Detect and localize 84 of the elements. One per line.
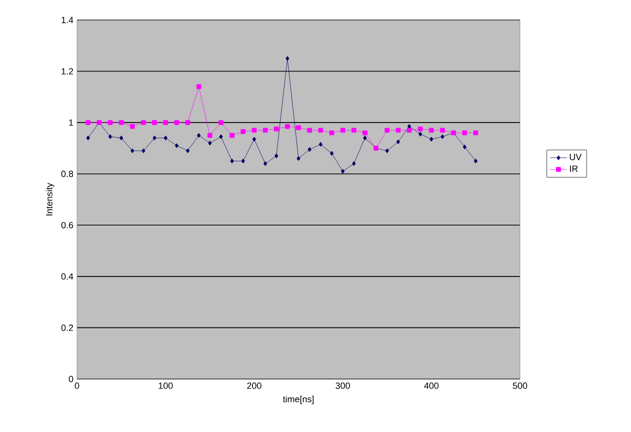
point: [218, 120, 224, 125]
point: [351, 128, 356, 133]
point: [185, 120, 190, 125]
point: [308, 147, 312, 152]
point: [252, 136, 256, 142]
point: [262, 128, 268, 133]
point: [440, 128, 445, 133]
y-tick-label: 0: [68, 376, 74, 382]
point: [296, 125, 301, 130]
point: [286, 56, 290, 61]
point: [285, 124, 290, 129]
point: [130, 148, 134, 154]
y-tick-label: 1.2: [62, 68, 74, 74]
legend-label: UV: [570, 154, 582, 160]
point: [352, 161, 356, 166]
point: [141, 120, 146, 125]
point: [440, 134, 444, 140]
point: [418, 126, 423, 132]
y-tick-label: 0.6: [61, 222, 74, 228]
point: [318, 142, 322, 147]
point: [130, 124, 135, 129]
point: [430, 136, 434, 142]
point: [330, 150, 334, 156]
legend-label: IR: [570, 166, 578, 172]
point: [142, 148, 146, 154]
point: [230, 132, 234, 138]
y-tick-label: 0.2: [61, 324, 74, 331]
point: [119, 136, 124, 140]
y-tick-label: 0.8: [61, 170, 74, 178]
point: [363, 136, 367, 140]
point: [208, 132, 212, 138]
point: [429, 128, 434, 133]
y-tick-label: 1.4: [62, 16, 74, 24]
y-tick-label: 0.4: [61, 273, 74, 280]
point: [240, 129, 246, 134]
point: [396, 139, 400, 144]
point: [396, 128, 401, 133]
x-tick-label: 400: [424, 382, 439, 389]
point: [329, 130, 334, 136]
y-tick-label: 1: [69, 119, 74, 126]
point: [152, 136, 156, 140]
x-tick-label: 300: [336, 382, 350, 389]
x-tick-label: 100: [158, 382, 173, 389]
point: [164, 136, 168, 140]
point: [362, 130, 368, 136]
x-axis-title: time[ns]: [282, 396, 314, 404]
point: [384, 128, 390, 133]
point: [86, 136, 90, 140]
y-axis-title: Intensity: [46, 182, 54, 216]
point: [407, 124, 412, 129]
point: [385, 148, 389, 154]
point: [473, 130, 478, 136]
x-tick-label: 0: [74, 382, 80, 389]
point: [196, 84, 202, 90]
point: [274, 154, 278, 158]
point: [307, 128, 312, 133]
point: [163, 120, 168, 125]
point: [230, 158, 234, 164]
point: [241, 158, 245, 164]
point: [208, 140, 212, 146]
point: [174, 143, 179, 148]
point: [340, 168, 345, 174]
point: [462, 130, 468, 136]
point: [474, 158, 478, 164]
point: [252, 128, 257, 133]
point: [86, 120, 90, 125]
point: [196, 132, 201, 138]
point: [174, 120, 180, 125]
point: [274, 126, 279, 132]
point: [186, 148, 190, 154]
point: [108, 134, 112, 140]
x-tick-label: 200: [247, 382, 262, 389]
point: [462, 144, 466, 150]
point: [118, 120, 124, 125]
point: [406, 128, 412, 133]
point: [418, 132, 422, 136]
x-tick-label: 500: [512, 382, 528, 389]
point: [108, 120, 113, 125]
point: [318, 128, 324, 133]
point: [340, 128, 346, 133]
point: [263, 161, 268, 166]
point: [219, 134, 223, 140]
point: [296, 156, 300, 161]
point: [152, 120, 157, 125]
